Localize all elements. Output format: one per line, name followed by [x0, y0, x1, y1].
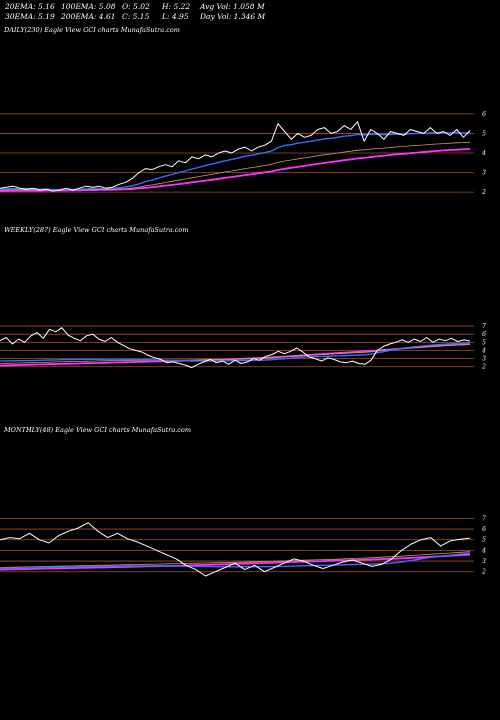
weekly-y-tick-label: 3 — [482, 356, 486, 363]
monthly-chart-title: MONTHLY(48) Eagle View GCI charts Munafa… — [4, 426, 192, 434]
ema20-stat: 20EMA: 5.16 — [5, 2, 55, 11]
monthly-chart: 7 6 5 4 3 2 — [0, 515, 486, 577]
stats-header: 20EMA: 5.16 100EMA: 5.08 O: 5.02 H: 5.22… — [0, 0, 500, 24]
daily-chart-title: DAILY(230) Eagle View GCI charts MunafaS… — [4, 26, 180, 34]
ema100-stat: 100EMA: 5.08 — [61, 2, 116, 11]
monthly-y-tick-label: 2 — [481, 569, 486, 576]
daily-ema-slow-line — [0, 148, 471, 192]
high-stat: H: 5.22 — [162, 2, 191, 11]
weekly-y-tick-label: 4 — [481, 347, 486, 354]
daily-price-line — [0, 121, 471, 192]
open-stat: O: 5.02 — [122, 2, 150, 11]
monthly-y-tick-label: 5 — [482, 537, 486, 544]
monthly-y-tick-label: 4 — [481, 547, 486, 554]
daily-y-tick-label: 2 — [481, 189, 486, 196]
monthly-ema-mid-line — [0, 551, 471, 568]
weekly-y-tick-label: 5 — [482, 339, 486, 346]
close-stat: C: 5.15 — [122, 12, 150, 21]
weekly-y-tick-label: 7 — [482, 323, 486, 330]
daily-ema-fast-line — [0, 131, 471, 191]
weekly-ema-slow-line — [0, 343, 471, 367]
monthly-ema-fast-line — [0, 552, 471, 570]
avg-vol-stat: Avg Vol: 1.058 M — [200, 2, 265, 11]
weekly-price-line — [0, 327, 471, 369]
ema200-stat: 200EMA: 4.61 — [61, 12, 116, 21]
monthly-y-tick-label: 7 — [482, 515, 486, 522]
monthly-y-tick-label: 6 — [482, 526, 486, 533]
ema30-stat: 30EMA: 5.19 — [5, 12, 55, 21]
weekly-y-tick-label: 6 — [482, 331, 486, 338]
monthly-y-tick-label: 3 — [482, 558, 486, 565]
weekly-chart-title: WEEKLY(287) Eagle View GCI charts Munafa… — [4, 226, 189, 234]
daily-y-tick-label: 3 — [482, 170, 486, 177]
daily-y-tick-label: 5 — [482, 130, 486, 137]
monthly-price-line — [0, 522, 471, 577]
daily-y-tick-label: 6 — [482, 111, 486, 118]
daily-ema-mid-line — [0, 141, 471, 191]
day-vol-stat: Day Vol: 1.346 M — [200, 12, 266, 21]
daily-chart: 6 5 4 3 2 — [0, 111, 486, 196]
daily-y-tick-label: 4 — [481, 150, 486, 157]
weekly-y-tick-label: 2 — [481, 364, 486, 371]
low-stat: L: 4.95 — [162, 12, 189, 21]
